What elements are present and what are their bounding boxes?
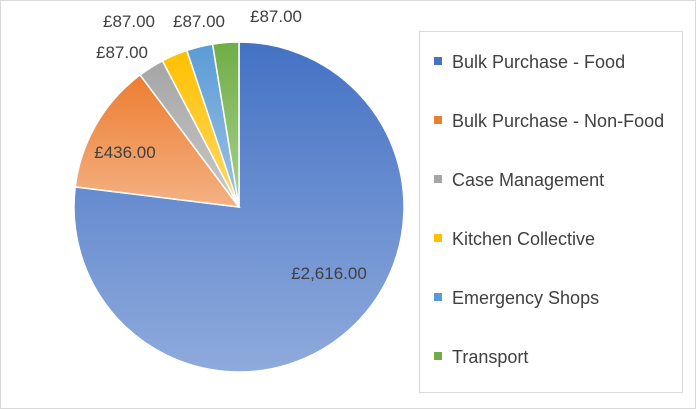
legend-label: Transport (452, 347, 529, 367)
legend-swatch-emergency-shops (434, 293, 442, 302)
legend-swatch-kitchen-collective (434, 234, 442, 243)
legend-item-transport: Transport (434, 345, 528, 369)
data-label-kitchen-collective: £87.00 (103, 12, 155, 31)
legend-swatch-case-management (434, 175, 442, 184)
legend-swatch-bulk-non-food (434, 116, 442, 125)
legend-label: Bulk Purchase - Non-Food (452, 111, 665, 131)
legend-label: Case Management (452, 170, 605, 190)
data-label-case-management: £87.00 (96, 43, 148, 62)
legend-item-bulk-non-food: Bulk Purchase - Non-Food (434, 109, 664, 133)
legend-label: Bulk Purchase - Food (452, 52, 626, 72)
pie-slice-bulk-non-food (74, 73, 241, 208)
data-label-bulk-food: £2,616.00 (291, 264, 367, 283)
legend-swatch-bulk-food (434, 57, 442, 66)
pie-slice-transport (211, 41, 240, 208)
legend-label: Emergency Shops (452, 288, 600, 308)
pie-slice-bulk-food (73, 41, 405, 373)
legend-item-emergency-shops: Emergency Shops (434, 286, 599, 310)
legend-label: Kitchen Collective (452, 229, 596, 249)
data-label-transport: £87.00 (250, 7, 302, 26)
legend-item-bulk-food: Bulk Purchase - Food (434, 50, 625, 74)
legend-swatch-transport (434, 352, 442, 361)
data-label-emergency-shops: £87.00 (173, 12, 225, 31)
legend: Bulk Purchase - Food Bulk Purchase - Non… (419, 31, 683, 393)
data-label-bulk-non-food: £436.00 (94, 143, 155, 162)
legend-item-case-management: Case Management (434, 168, 604, 192)
legend-item-kitchen-collective: Kitchen Collective (434, 227, 595, 251)
